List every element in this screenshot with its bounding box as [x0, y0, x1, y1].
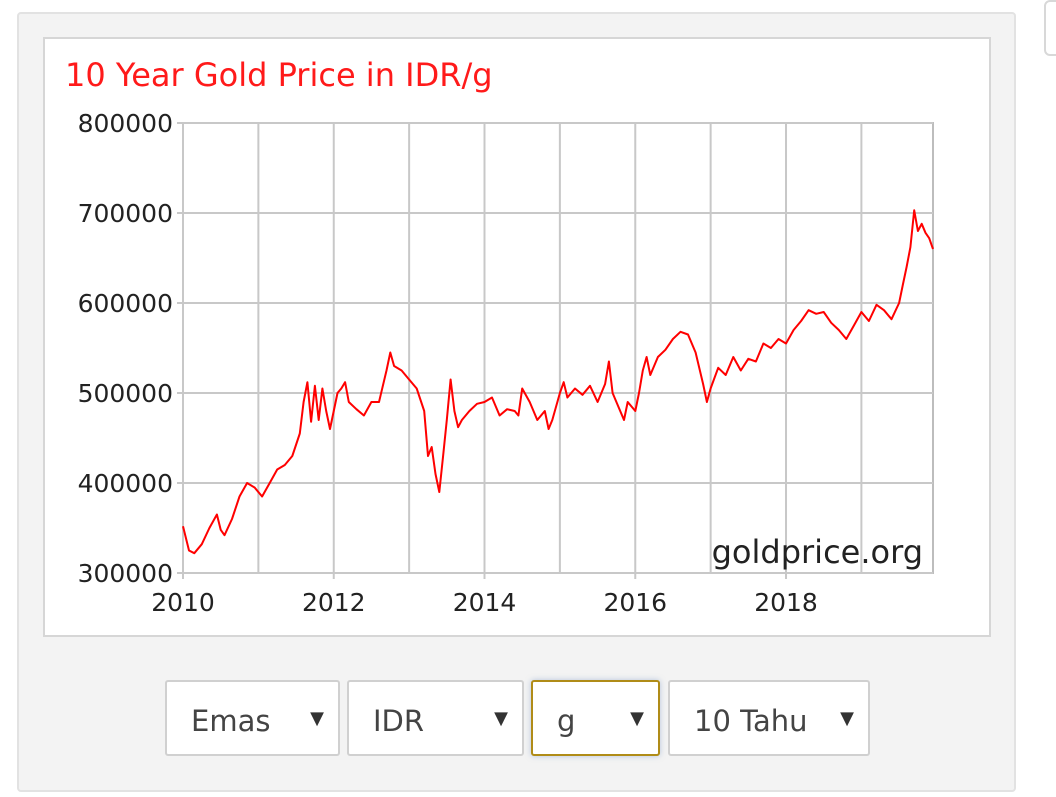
metal-select[interactable]: Emas ▼	[165, 680, 340, 756]
price-series-line	[182, 209, 934, 555]
dropdown-arrow-icon: ▼	[630, 708, 644, 729]
gold-price-chart: 10 Year Gold Price in IDR/g 300000 400000…	[65, 56, 934, 617]
grid	[177, 122, 934, 579]
x-tick-label: 2016	[603, 588, 667, 617]
currency-select[interactable]: IDR ▼	[347, 680, 524, 756]
side-panel-edge	[1044, 0, 1056, 56]
dropdown-arrow-icon: ▼	[494, 708, 508, 729]
unit-select-value: g	[557, 704, 576, 738]
currency-select-value: IDR	[373, 704, 425, 738]
axis-ticks: 300000 400000 500000 600000 700000 800000 2010…	[78, 109, 818, 617]
chart-title: 10 Year Gold Price in IDR/g	[65, 56, 493, 94]
x-tick-label: 2014	[453, 588, 517, 617]
plot-area-border	[182, 122, 934, 574]
period-select[interactable]: 10 Tahu ▼	[668, 680, 870, 756]
y-tick-label: 300000	[78, 559, 173, 588]
chart-panel: 10 Year Gold Price in IDR/g 300000 400000…	[43, 37, 991, 637]
y-tick-label: 400000	[78, 469, 173, 498]
y-tick-label: 800000	[78, 109, 173, 138]
watermark-text: goldprice.org	[712, 533, 923, 571]
x-tick-label: 2012	[302, 588, 366, 617]
x-tick-label: 2010	[151, 588, 215, 617]
dropdown-arrow-icon: ▼	[840, 708, 854, 729]
y-tick-label: 600000	[78, 289, 173, 318]
period-select-value: 10 Tahu	[694, 704, 808, 738]
metal-select-value: Emas	[191, 704, 271, 738]
chart-controls: Emas ▼ IDR ▼ g ▼ 10 Tahu ▼	[0, 680, 1056, 758]
unit-select[interactable]: g ▼	[531, 680, 660, 756]
y-tick-label: 500000	[78, 379, 173, 408]
x-tick-label: 2018	[754, 588, 818, 617]
dropdown-arrow-icon: ▼	[310, 708, 324, 729]
y-tick-label: 700000	[78, 199, 173, 228]
